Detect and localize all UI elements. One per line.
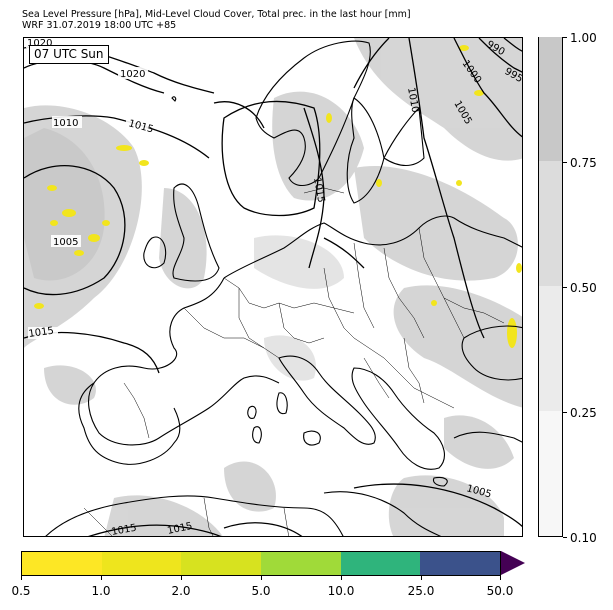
cloud-colorbar-label: 1.00 (570, 31, 597, 45)
chart-title: Sea Level Pressure [hPa], Mid-Level Clou… (22, 9, 411, 20)
precip-colorbar-label: 2.0 (171, 584, 191, 598)
cloud-colorbar-tick (563, 537, 567, 538)
cloud-colorbar-segment (539, 286, 562, 411)
isobar-label: 1015 (111, 523, 138, 537)
precip-colorbar-segment (340, 552, 421, 575)
weather-map: 1020 1020 1015 1010 1005 1015 1015 1010 … (24, 38, 522, 537)
isobar-label: 1020 (27, 38, 52, 49)
precip-colorbar-tick (500, 576, 501, 580)
precip-colorbar-segment (420, 552, 501, 575)
chart-subtitle: WRF 31.07.2019 18:00 UTC +85 (22, 20, 177, 31)
isobar-label: 1010 (53, 118, 78, 129)
precip-colorbar-tick (101, 576, 102, 580)
isobar-label: 1015 (28, 326, 55, 340)
cloud-colorbar-tick (563, 412, 567, 413)
valid-time-label: 07 UTC Sun (29, 45, 109, 64)
cloud-colorbar-label: 0.75 (570, 156, 597, 170)
precip-colorbar-label: 5.0 (251, 584, 271, 598)
cloud-colorbar-segment (539, 161, 562, 286)
cloud-colorbar-tick (563, 287, 567, 288)
map-panel: 1020 1020 1015 1010 1005 1015 1015 1010 … (23, 37, 523, 537)
cloud-colorbar-label: 0.25 (570, 406, 597, 420)
precip-colorbar-label: 25.0 (407, 584, 435, 598)
precip-colorbar-tick (21, 576, 22, 580)
cloud-colorbar-segment (539, 411, 562, 536)
precip-colorbar-label: 50.0 (486, 584, 514, 598)
cloud-colorbar-tick (563, 37, 567, 38)
isobar-label: 1010 (405, 87, 420, 114)
cloud-cover-colorbar (538, 37, 563, 537)
precip-colorbar-label: 10.0 (327, 584, 355, 598)
precipitation-colorbar (21, 551, 501, 576)
precip-colorbar-tick (421, 576, 422, 580)
isobar-label: 1015 (166, 521, 193, 537)
precip-colorbar-label: 1.0 (91, 584, 111, 598)
precip-colorbar-tick (181, 576, 182, 580)
isobar-label: 1015 (311, 177, 326, 204)
isobar-label: 1005 (53, 237, 78, 248)
cloud-colorbar-label: 0.10 (570, 531, 597, 545)
precip-colorbar-tick (261, 576, 262, 580)
cloud-colorbar-label: 0.50 (570, 281, 597, 295)
cloud-colorbar-tick (563, 162, 567, 163)
coastlines (45, 40, 522, 536)
precipitation-layer (34, 45, 522, 348)
cloud-cover-layer (24, 38, 522, 536)
cloud-colorbar-segment (539, 37, 562, 161)
isobar-label: 1020 (120, 69, 145, 80)
precip-colorbar-extend-arrow (501, 551, 525, 575)
precip-colorbar-segment (22, 552, 102, 575)
precip-colorbar-segment (181, 552, 262, 575)
precip-colorbar-segment (261, 552, 341, 575)
precip-colorbar-label: 0.5 (11, 584, 31, 598)
precip-colorbar-segment (101, 552, 182, 575)
precip-colorbar-tick (341, 576, 342, 580)
